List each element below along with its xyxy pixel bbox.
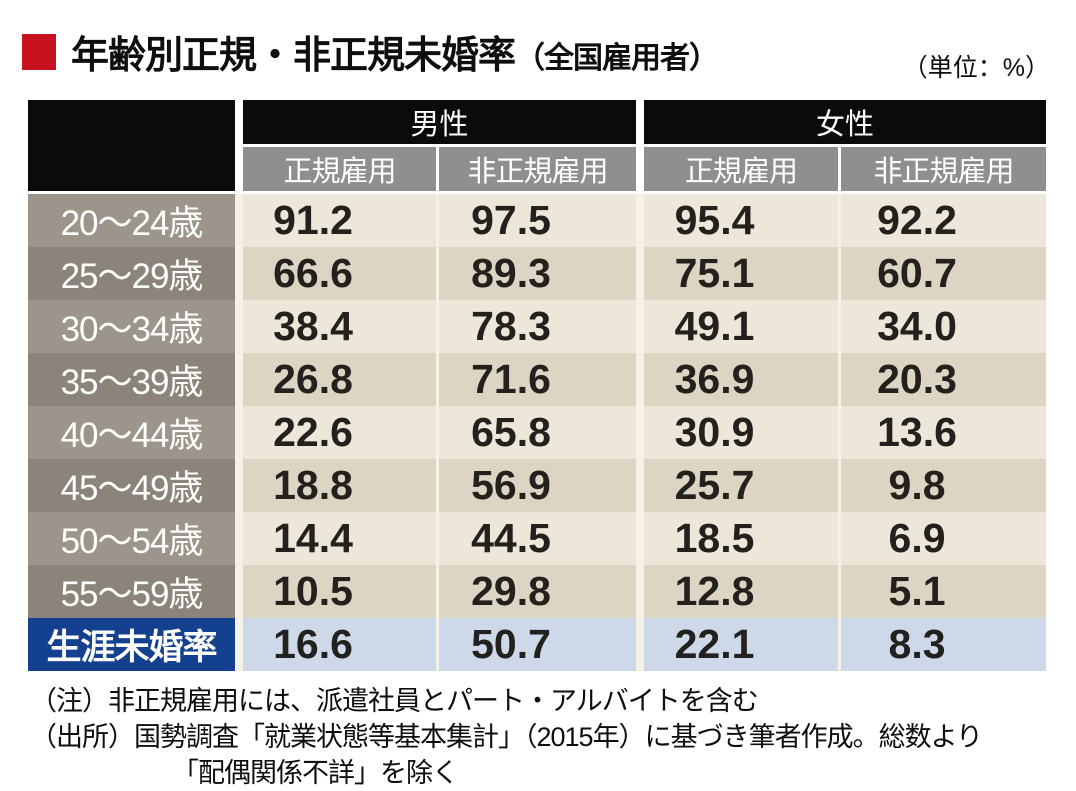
value-cell: 71.6 xyxy=(439,353,645,406)
title-row: 年齢別正規・非正規未婚率（全国雇用者） xyxy=(22,24,1048,79)
value-cell: 97.5 xyxy=(439,194,645,247)
age-group-row: 35〜39歳 26.8 71.6 36.9 20.3 xyxy=(28,353,1047,406)
value-cell: 60.7 xyxy=(841,247,1047,300)
age-group-row: 55〜59歳 10.5 29.8 12.8 5.1 xyxy=(28,565,1047,618)
value-cell: 44.5 xyxy=(439,512,645,565)
table-body: 20〜24歳 91.2 97.5 95.4 92.2 25〜29歳 66.6 89.3 75.1… xyxy=(28,194,1047,671)
value-cell: 30.9 xyxy=(644,406,842,459)
group-header-male: 男性 xyxy=(243,100,645,147)
age-group-row: 25〜29歳 66.6 89.3 75.1 60.7 xyxy=(28,247,1047,300)
value-cell: 29.8 xyxy=(439,565,645,618)
value-cell: 95.4 xyxy=(644,194,842,247)
group-header-female: 女性 xyxy=(644,100,1047,147)
unit-label: （単位：%） xyxy=(902,54,1050,82)
value-cell: 10.5 xyxy=(243,565,439,618)
value-cell: 16.6 xyxy=(243,618,439,671)
age-group-label: 35〜39歳 xyxy=(28,353,243,406)
corner-cell xyxy=(28,100,243,194)
age-group-label: 55〜59歳 xyxy=(28,565,243,618)
age-group-label: 45〜49歳 xyxy=(28,459,243,512)
page-title: 年齢別正規・非正規未婚率（全国雇用者） xyxy=(71,24,719,79)
value-cell: 26.8 xyxy=(243,353,439,406)
age-group-label: 30〜34歳 xyxy=(28,300,243,353)
gender-header-row: 男性 女性 xyxy=(28,100,1047,194)
age-group-row: 40〜44歳 22.6 65.8 30.9 13.6 xyxy=(28,406,1047,459)
value-cell: 5.1 xyxy=(841,565,1047,618)
value-cell: 22.1 xyxy=(644,618,842,671)
age-group-label: 25〜29歳 xyxy=(28,247,243,300)
footnotes: （注）非正規雇用には、派遣社員とパート・アルバイトを含む （出所）国勢調査「就業… xyxy=(30,683,1076,791)
employment-header-row: 正規雇用 非正規雇用 正規雇用 非正規雇用 xyxy=(28,147,1047,194)
value-cell: 49.1 xyxy=(644,300,842,353)
value-cell: 18.8 xyxy=(243,459,439,512)
age-group-row: 45〜49歳 18.8 56.9 25.7 9.8 xyxy=(28,459,1047,512)
lifetime-row-label: 生涯未婚率 xyxy=(28,618,243,671)
column-header-male-nonregular: 非正規雇用 xyxy=(439,147,645,194)
value-cell: 56.9 xyxy=(439,459,645,512)
age-group-row: 30〜34歳 38.4 78.3 49.1 34.0 xyxy=(28,300,1047,353)
value-cell: 78.3 xyxy=(439,300,645,353)
column-header-female-nonregular: 非正規雇用 xyxy=(841,147,1047,194)
value-cell: 91.2 xyxy=(243,194,439,247)
column-header-female-regular: 正規雇用 xyxy=(644,147,842,194)
value-cell: 25.7 xyxy=(644,459,842,512)
value-cell: 14.4 xyxy=(243,512,439,565)
value-cell: 89.3 xyxy=(439,247,645,300)
chart-header: 年齢別正規・非正規未婚率（全国雇用者） （単位：%） xyxy=(0,0,1076,82)
value-cell: 20.3 xyxy=(841,353,1047,406)
value-cell: 36.9 xyxy=(644,353,842,406)
value-cell: 34.0 xyxy=(841,300,1047,353)
age-group-row: 50〜54歳 14.4 44.5 18.5 6.9 xyxy=(28,512,1047,565)
value-cell: 12.8 xyxy=(644,565,842,618)
age-group-label: 50〜54歳 xyxy=(28,512,243,565)
age-group-label: 20〜24歳 xyxy=(28,194,243,247)
lifetime-unmarried-row: 生涯未婚率 16.6 50.7 22.1 8.3 xyxy=(28,618,1047,671)
value-cell: 66.6 xyxy=(243,247,439,300)
title-main: 年齢別正規・非正規未婚率 xyxy=(71,35,516,77)
value-cell: 9.8 xyxy=(841,459,1047,512)
unmarried-rate-table: 男性 女性 正規雇用 非正規雇用 正規雇用 非正規雇用 20〜24歳 91.2 97… xyxy=(28,100,1047,671)
value-cell: 18.5 xyxy=(644,512,842,565)
value-cell: 92.2 xyxy=(841,194,1047,247)
title-suffix: （全国雇用者） xyxy=(515,42,719,75)
source-line: （出所）国勢調査「就業状態等基本集計」（2015年）に基づき筆者作成。総数より xyxy=(30,722,983,752)
value-cell: 65.8 xyxy=(439,406,645,459)
value-cell: 22.6 xyxy=(243,406,439,459)
value-cell: 75.1 xyxy=(644,247,842,300)
value-cell: 38.4 xyxy=(243,300,439,353)
value-cell: 50.7 xyxy=(439,618,645,671)
source-line-continued: 「配偶関係不詳」を除く xyxy=(172,758,459,788)
column-header-male-regular: 正規雇用 xyxy=(243,147,439,194)
value-cell: 8.3 xyxy=(841,618,1047,671)
value-cell: 13.6 xyxy=(841,406,1047,459)
note-line: （注）非正規雇用には、派遣社員とパート・アルバイトを含む xyxy=(30,686,759,716)
value-cell: 6.9 xyxy=(841,512,1047,565)
age-group-label: 40〜44歳 xyxy=(28,406,243,459)
red-square-bullet-icon xyxy=(22,33,56,70)
age-group-row: 20〜24歳 91.2 97.5 95.4 92.2 xyxy=(28,194,1047,247)
